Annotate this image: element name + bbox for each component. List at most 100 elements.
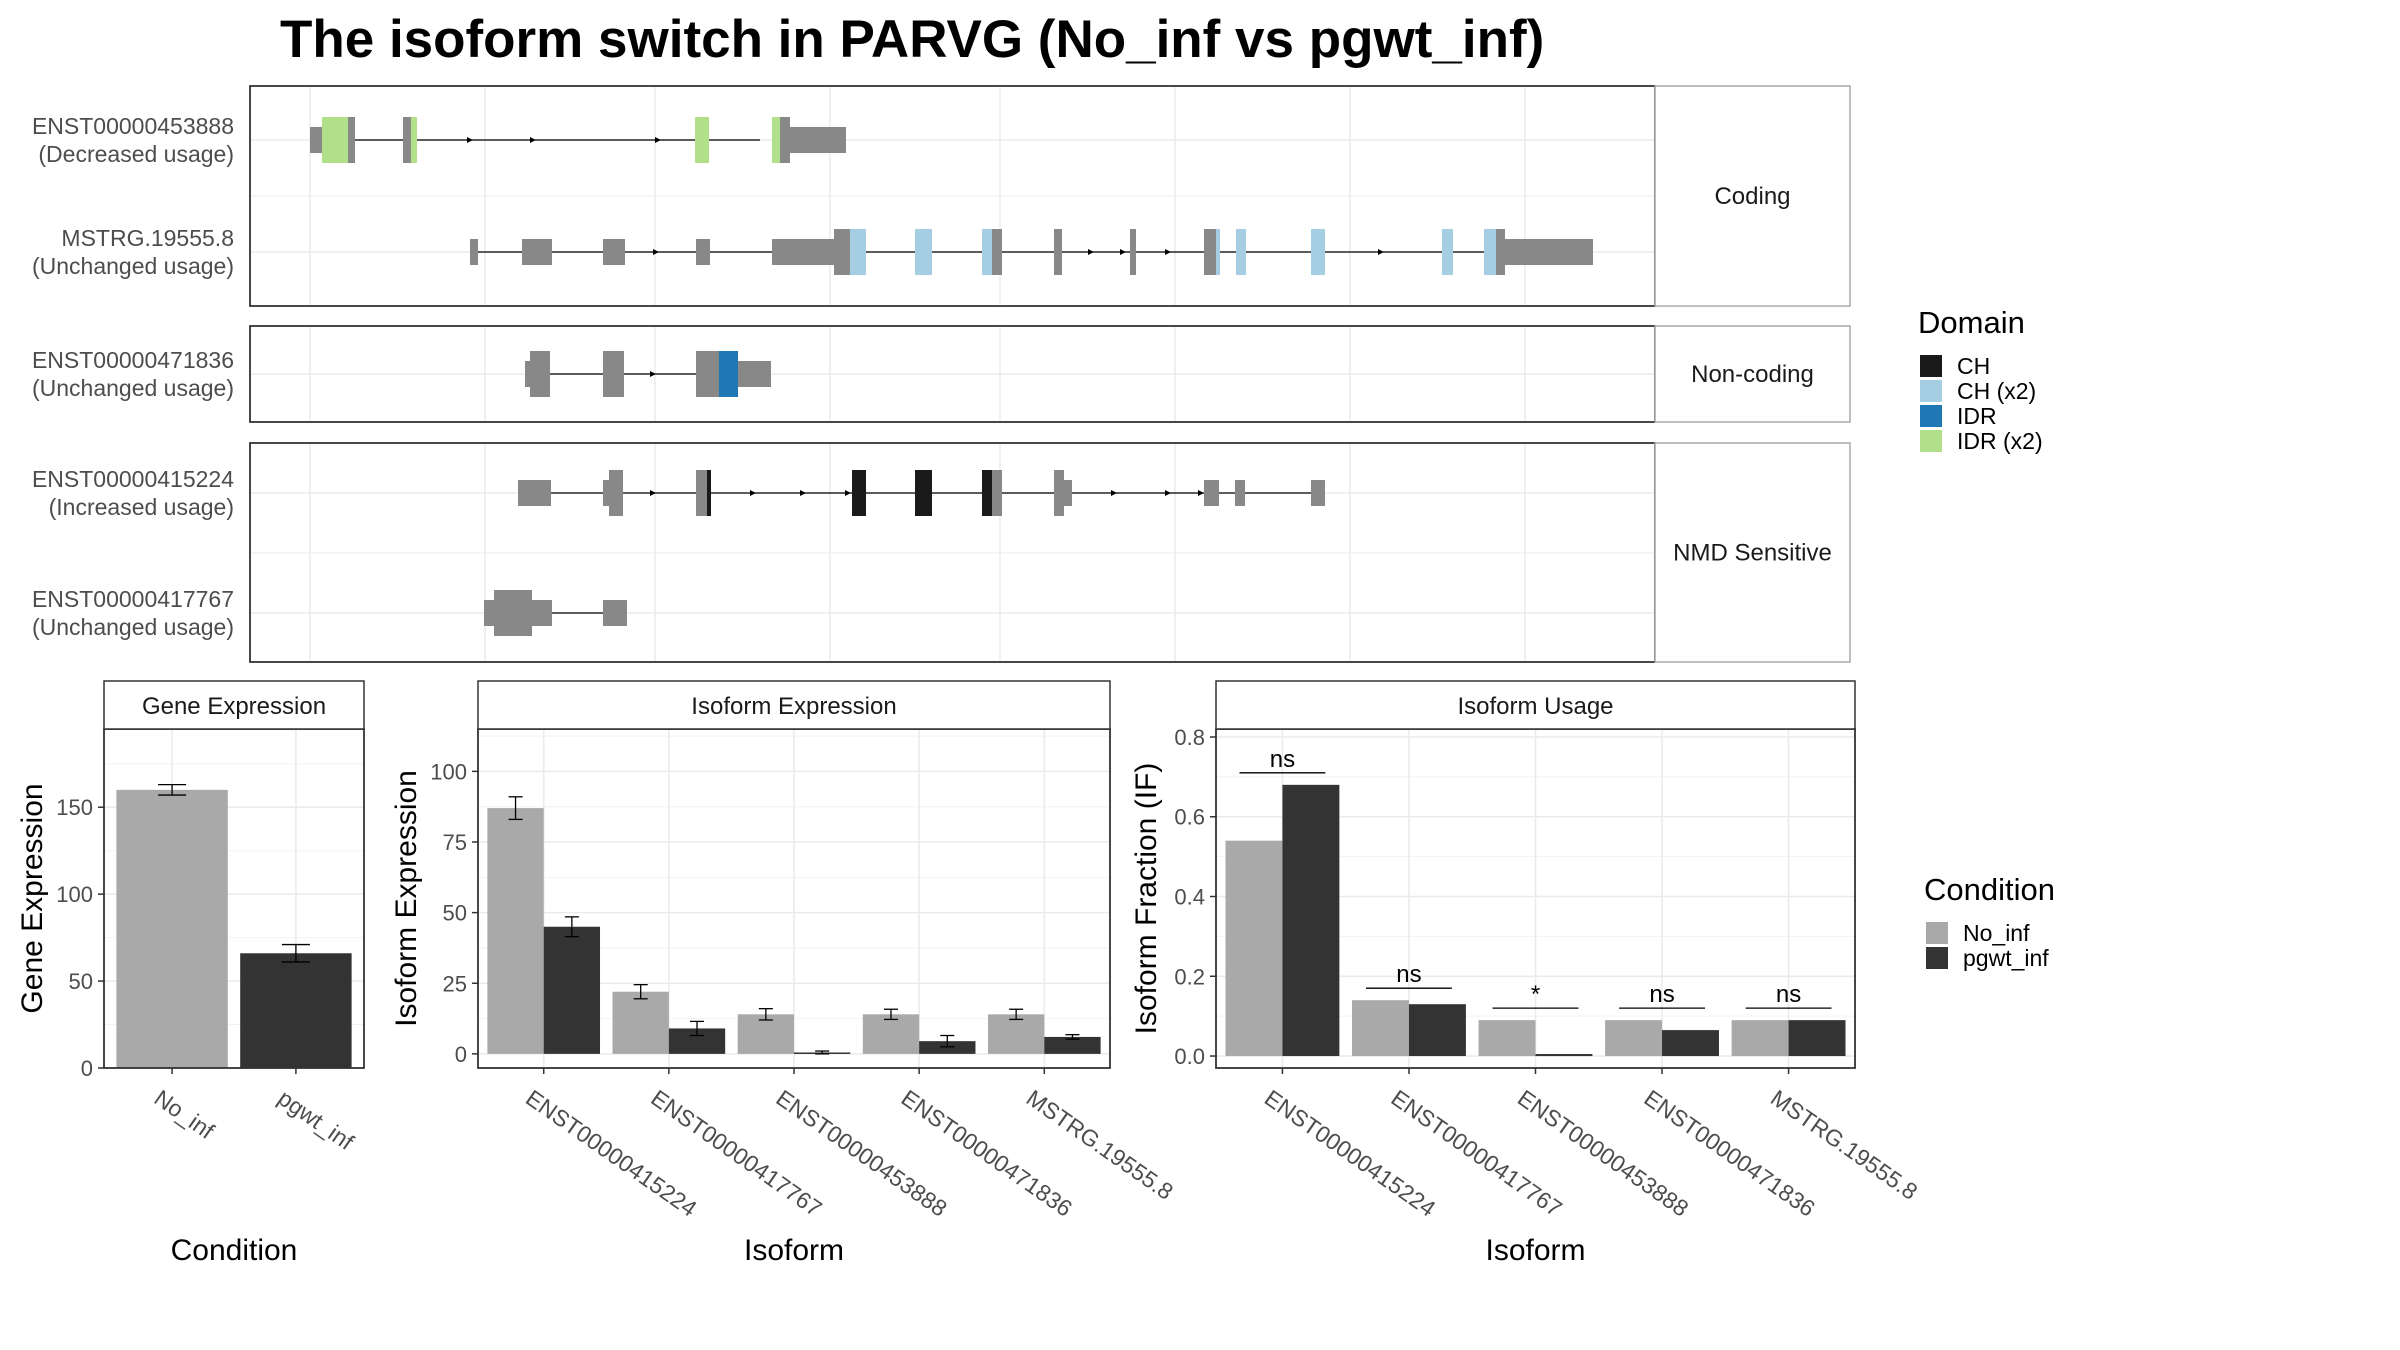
bar-pgwt_inf xyxy=(1282,784,1340,1057)
y-tick-label: 50 xyxy=(69,969,93,994)
coding-exon xyxy=(1054,470,1064,516)
bar-No_inf xyxy=(487,808,544,1054)
coding-exon xyxy=(992,470,1002,516)
strand-arrow-icon xyxy=(467,137,473,143)
domain-legend-label: IDR (x2) xyxy=(1957,428,2043,454)
significance-label: ns xyxy=(1776,981,1801,1008)
significance-label: ns xyxy=(1270,746,1295,773)
strand-arrow-icon xyxy=(1088,249,1094,255)
facet-non-coding-strip xyxy=(1654,325,1851,423)
coding-exon xyxy=(780,117,790,163)
isoform-structure-panel: ENST00000453888(Decreased usage) MSTRG.19… xyxy=(32,85,1851,663)
coding-exon xyxy=(852,470,866,516)
coding-exon xyxy=(322,117,348,163)
coding-exon xyxy=(494,590,532,636)
track-usage-label: (Decreased usage) xyxy=(38,141,234,167)
bar-No_inf xyxy=(116,789,228,1068)
track-isoform-id: ENST00000453888 xyxy=(32,113,234,139)
y-tick-label: 0.8 xyxy=(1174,725,1205,750)
coding-exon xyxy=(1496,229,1505,275)
bar-No_inf xyxy=(862,1014,920,1054)
y-axis-title: Gene Expression xyxy=(16,783,49,1013)
strand-arrow-icon xyxy=(1120,249,1126,255)
significance-label: ns xyxy=(1396,961,1421,988)
strand-arrow-icon xyxy=(750,490,756,496)
facet-nmd-sensitive-label: NMD Sensitive xyxy=(1673,540,1832,567)
coding-exon xyxy=(850,229,866,275)
utr-exon xyxy=(738,361,771,387)
coding-exon xyxy=(982,470,992,516)
chart-title: Gene Expression xyxy=(142,693,326,720)
track-isoform-id: ENST00000415224 xyxy=(32,466,234,492)
coding-exon xyxy=(603,351,624,397)
utr-exon xyxy=(310,127,322,153)
coding-exon xyxy=(1484,229,1496,275)
x-axis-title: Condition xyxy=(171,1234,298,1267)
x-tick-label: No_inf xyxy=(150,1085,220,1145)
strand-arrow-icon xyxy=(650,371,656,377)
strand-arrow-icon xyxy=(653,249,659,255)
track-usage-label: (Increased usage) xyxy=(49,494,234,520)
utr-exon xyxy=(772,239,834,265)
bar-No_inf xyxy=(987,1014,1045,1054)
bar-No_inf xyxy=(1731,1020,1789,1057)
utr-exon xyxy=(470,239,478,265)
track-usage-label: (Unchanged usage) xyxy=(32,253,234,279)
utr-exon xyxy=(1064,480,1072,506)
coding-exon xyxy=(915,229,932,275)
strand-arrow-icon xyxy=(530,137,536,143)
coding-exon xyxy=(530,351,550,397)
domain-legend-swatch xyxy=(1920,405,1942,427)
coding-exon xyxy=(834,229,850,275)
x-axis-title: Isoform xyxy=(1485,1234,1585,1267)
coding-exon xyxy=(411,117,417,163)
coding-exon xyxy=(1236,229,1246,275)
strand-arrow-icon xyxy=(800,490,806,496)
utr-exon xyxy=(603,600,627,626)
domain-legend-label: CH xyxy=(1957,353,1990,379)
bar-pgwt_inf xyxy=(1044,1036,1101,1054)
bar-pgwt_inf xyxy=(919,1041,976,1054)
bar-No_inf xyxy=(1225,840,1283,1057)
domain-legend-label: CH (x2) xyxy=(1957,378,2036,404)
strand-arrow-icon xyxy=(650,490,656,496)
chart-title: Isoform Expression xyxy=(691,693,896,720)
y-tick-label: 0 xyxy=(81,1056,93,1081)
y-tick-label: 0.4 xyxy=(1174,885,1205,910)
bar-pgwt_inf xyxy=(1788,1020,1846,1057)
condition-legend-swatch xyxy=(1926,947,1948,969)
facet-non-coding-label: Non-coding xyxy=(1691,361,1814,388)
y-tick-label: 150 xyxy=(56,795,93,820)
bar-pgwt_inf xyxy=(240,953,352,1068)
chart-strip xyxy=(477,680,1111,730)
coding-exon xyxy=(1054,229,1062,275)
bar-No_inf xyxy=(1478,1020,1536,1057)
coding-exon xyxy=(772,117,780,163)
coding-exon xyxy=(1442,229,1453,275)
utr-exon xyxy=(1505,239,1593,265)
x-tick-label: pgwt_inf xyxy=(273,1085,359,1156)
y-tick-label: 25 xyxy=(443,971,467,996)
y-axis-title: Isoform Fraction (IF) xyxy=(1130,763,1163,1035)
utr-exon xyxy=(518,480,551,506)
bar-pgwt_inf xyxy=(1535,1054,1593,1057)
domain-legend-swatch xyxy=(1920,355,1942,377)
y-tick-label: 100 xyxy=(430,759,467,784)
coding-exon xyxy=(1311,229,1325,275)
y-tick-label: 100 xyxy=(56,882,93,907)
domain-legend-title: Domain xyxy=(1918,305,2025,340)
facet-coding-label: Coding xyxy=(1714,183,1790,210)
y-tick-label: 0.6 xyxy=(1174,805,1205,830)
chart-0: 0 50 100 150 Gene Expression No_inf pgwt_inf Co… xyxy=(16,680,365,1267)
coding-exon xyxy=(982,229,992,275)
bar-No_inf xyxy=(1352,1000,1409,1057)
track-usage-label: (Unchanged usage) xyxy=(32,614,234,640)
strand-arrow-icon xyxy=(845,490,851,496)
y-tick-label: 0.2 xyxy=(1174,964,1205,989)
bar-pgwt_inf xyxy=(1408,1004,1466,1057)
condition-legend-title: Condition xyxy=(1924,872,2055,907)
